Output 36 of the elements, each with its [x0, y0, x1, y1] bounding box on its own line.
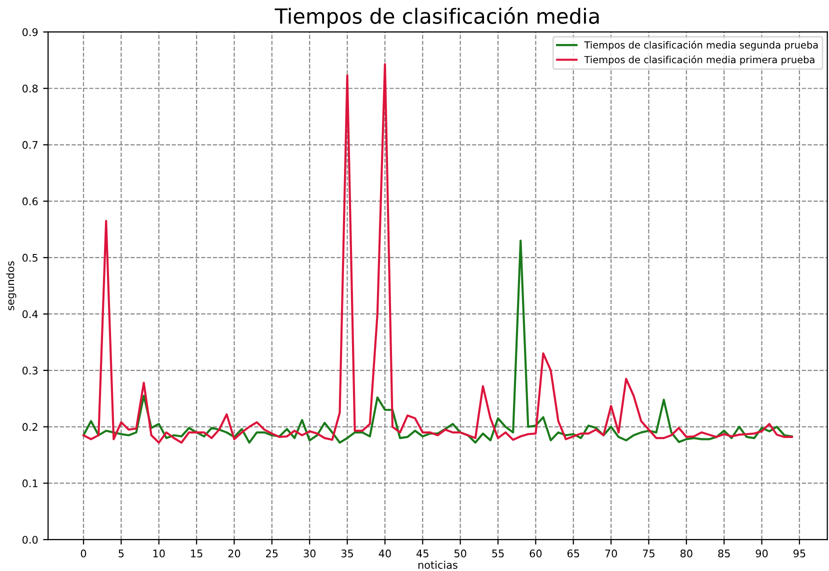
y-tick-label: 0.1	[22, 479, 38, 488]
x-tick-label: 90	[756, 550, 768, 558]
x-tick-label: 95	[793, 550, 806, 558]
x-tick-label: 45	[416, 550, 428, 558]
y-tick-label: 0.7	[22, 141, 38, 149]
y-tick-label: 0.9	[22, 28, 38, 36]
y-tick-label: 0.5	[22, 254, 38, 262]
x-tick-label: 80	[680, 550, 692, 558]
x-tick-label: 70	[605, 550, 617, 558]
line-series	[82, 240, 793, 444]
x-tick-label: 10	[153, 550, 165, 558]
y-tick-label: 0.3	[22, 366, 38, 374]
x-tick-label: 85	[718, 550, 730, 558]
x-axis-title: noticias	[418, 560, 458, 569]
x-tick-label: 15	[191, 550, 202, 558]
x-tick-label: 30	[304, 550, 316, 558]
x-tick-label: 65	[567, 550, 580, 558]
y-tick-label: 0.8	[22, 84, 38, 92]
x-tick-label: 50	[454, 550, 466, 558]
y-tick-label: 0.2	[22, 423, 38, 431]
y-tick-label: 0.0	[22, 536, 38, 544]
x-tick-label: 40	[378, 550, 391, 558]
legend-label: Tiempos de clasificación media primera prueba	[584, 55, 814, 66]
x-tick-label: 75	[642, 550, 654, 558]
x-tick-label: 5	[118, 550, 124, 558]
x-tick-label: 60	[530, 550, 542, 558]
x-tick-label: 0	[80, 550, 86, 558]
x-tick-label: 25	[266, 550, 278, 558]
chart-title: Tiempos de clasificación media	[274, 6, 599, 28]
y-tick-label: 0.6	[22, 197, 38, 206]
x-tick-label: 55	[492, 550, 504, 558]
y-axis-title: segundos	[6, 261, 16, 310]
x-tick-label: 35	[341, 550, 353, 558]
legend-label: Tiempos de clasificación media segunda prueba	[584, 40, 818, 51]
x-tick-label: 20	[228, 550, 240, 558]
y-tick-label: 0.4	[22, 310, 38, 318]
